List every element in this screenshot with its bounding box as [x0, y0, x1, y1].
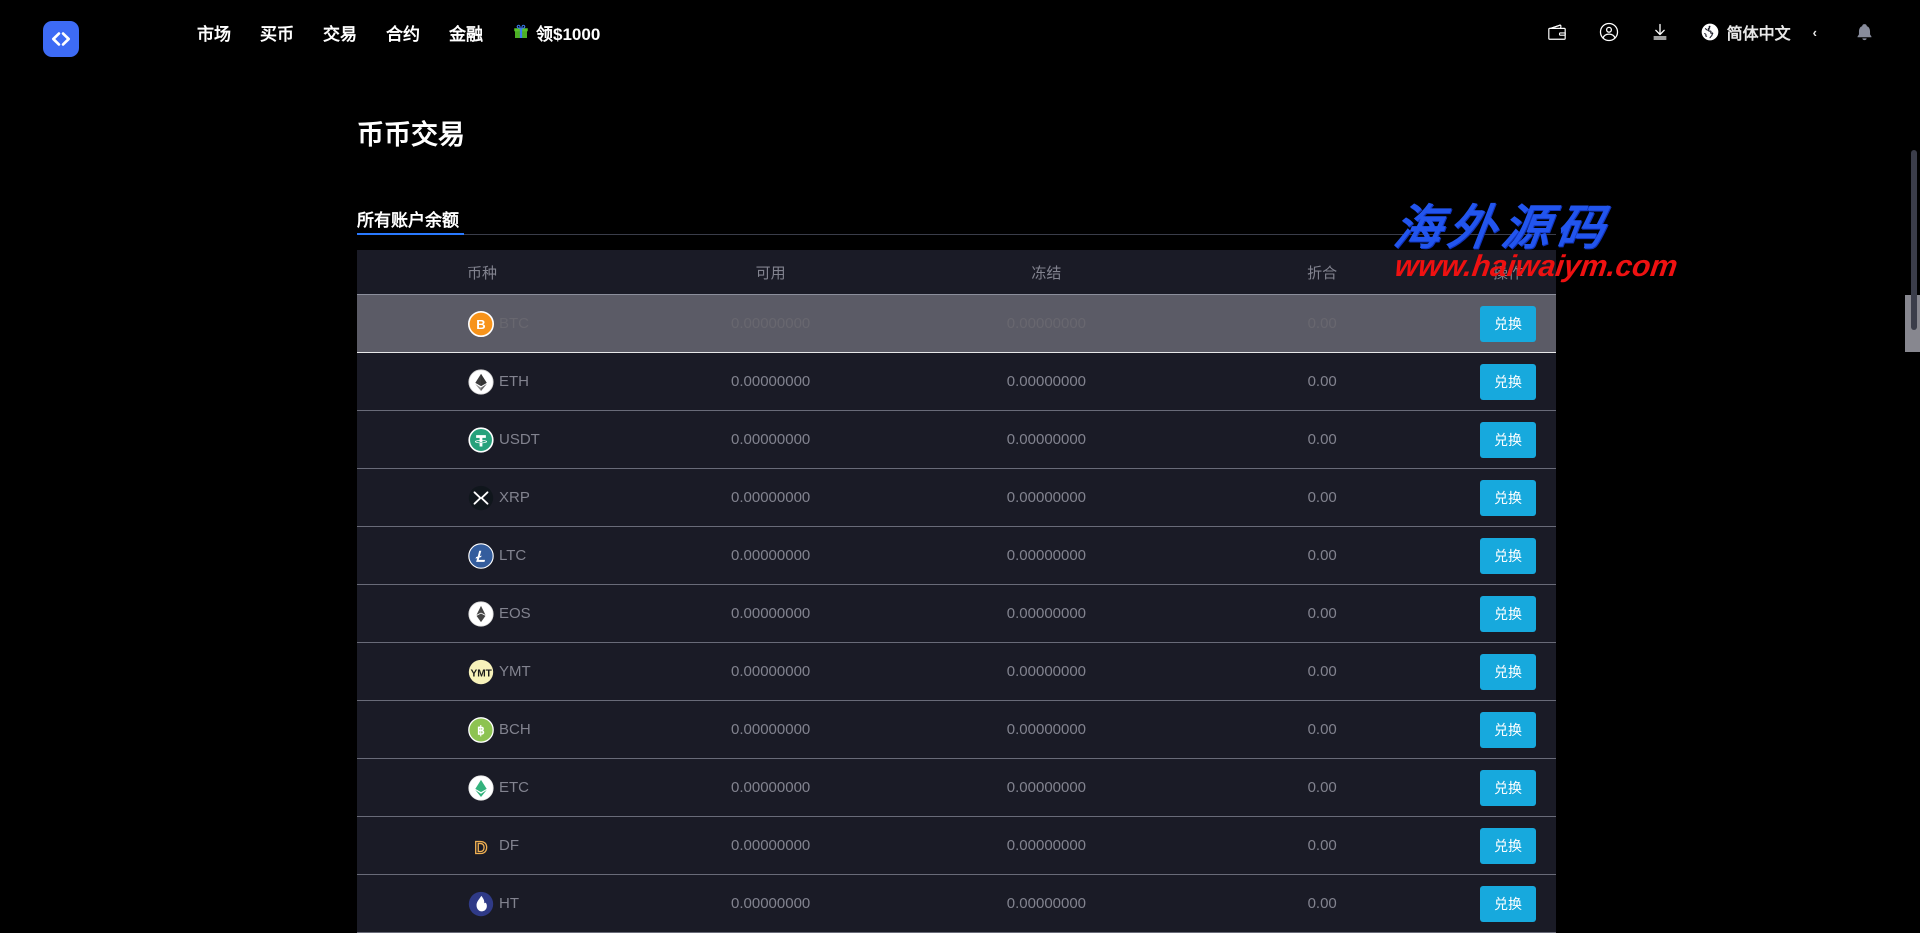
- svg-text:B: B: [476, 316, 485, 331]
- svg-text:YMT: YMT: [470, 668, 492, 679]
- svg-text:฿: ฿: [477, 723, 485, 737]
- svg-text:D: D: [474, 837, 487, 857]
